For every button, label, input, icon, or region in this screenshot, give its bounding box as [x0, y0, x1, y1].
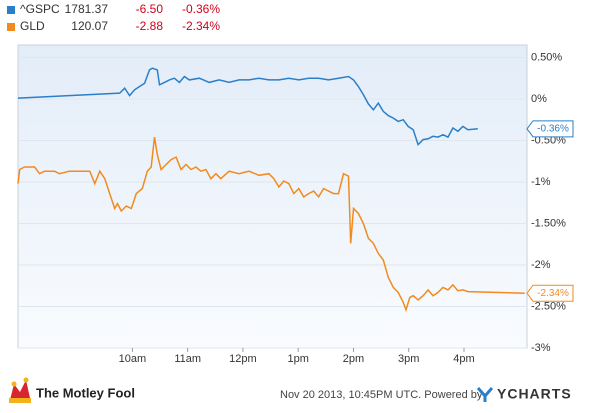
y-tick-label: -2% — [531, 259, 551, 271]
x-tick-label: 3pm — [398, 353, 419, 365]
legend-name: GLD — [20, 19, 45, 33]
brand-logo — [9, 377, 31, 403]
legend-price: 120.07 — [71, 19, 108, 33]
y-tick-label: -1% — [531, 176, 551, 188]
provider: YCHARTS — [497, 386, 572, 402]
end-label: -2.34% — [537, 288, 569, 299]
legend-change: -2.88 — [136, 19, 164, 33]
legend-change-pct: -2.34% — [182, 19, 220, 33]
legend-change: -6.50 — [136, 2, 164, 16]
y-tick-label: -1.50% — [531, 217, 566, 229]
x-tick-label: 1pm — [287, 353, 308, 365]
legend-change-pct: -0.36% — [182, 2, 220, 16]
legend-swatch — [7, 23, 15, 31]
end-label: -0.36% — [537, 123, 569, 134]
x-tick-label: 12pm — [229, 353, 257, 365]
footer: The Motley Fool Nov 20 2013, 10:45PM UTC… — [9, 377, 572, 403]
x-tick-label: 2pm — [343, 353, 364, 365]
y-tick-label: -0.50% — [531, 134, 566, 146]
y-tick-label: 0% — [531, 93, 547, 105]
legend-swatch — [7, 6, 15, 14]
brand: The Motley Fool — [36, 385, 135, 400]
y-tick-label: -3% — [531, 342, 551, 354]
y-tick-label: 0.50% — [531, 51, 562, 63]
legend: ^GSPC 1781.37 -6.50 -0.36% GLD 120.07 -2.88 -2.… — [7, 2, 220, 33]
y-tick-label: -2.50% — [531, 300, 566, 312]
series-line — [17, 67, 478, 146]
end-badge — [526, 120, 574, 138]
plot-area — [17, 44, 528, 349]
end-badge — [526, 284, 574, 302]
legend-price: 1781.37 — [65, 2, 109, 16]
x-tick-label: 10am — [119, 353, 147, 365]
legend-name: ^GSPC — [20, 2, 60, 16]
timestamp: Nov 20 2013, 10:45PM UTC. Powered by — [280, 389, 483, 401]
series-line — [17, 136, 525, 313]
x-tick-label: 11am — [174, 353, 201, 365]
x-tick-label: 4pm — [453, 353, 474, 365]
